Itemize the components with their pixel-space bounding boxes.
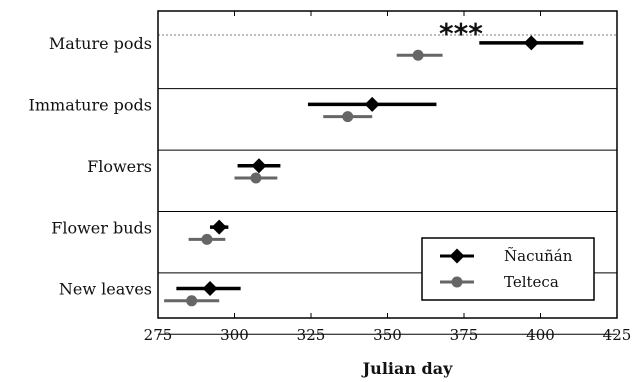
data-point — [364, 96, 380, 112]
data-point — [201, 233, 213, 245]
y-category-label: Mature pods — [49, 34, 152, 53]
y-category-label: Immature pods — [29, 95, 152, 114]
legend-marker — [451, 276, 463, 288]
data-point — [186, 295, 198, 307]
y-category-label: Flowers — [87, 157, 152, 176]
data-point — [342, 111, 354, 123]
annotations: *** — [439, 17, 483, 50]
data-point — [211, 219, 227, 235]
y-category-label: New leaves — [59, 280, 152, 299]
significance-annotation: *** — [439, 17, 483, 50]
x-tick-label: 425 — [603, 326, 632, 344]
x-tick-label: 325 — [297, 326, 326, 344]
x-tick-label: 300 — [220, 326, 249, 344]
legend-label: Telteca — [504, 273, 559, 291]
data-point — [251, 158, 267, 174]
legend-marker — [449, 248, 465, 264]
data-point — [250, 172, 262, 184]
data-point — [412, 49, 424, 61]
x-tick-label: 375 — [450, 326, 479, 344]
y-axis-categories: Mature pods Immature pods Flowers Flower bu… — [29, 34, 152, 299]
x-tick-label: 400 — [526, 326, 555, 344]
legend: Ñacuñán Telteca — [421, 237, 595, 301]
x-tick-label: 275 — [144, 326, 173, 344]
x-axis: 275 300 325 350 375 400 425 — [144, 11, 632, 344]
x-tick-label: 350 — [373, 326, 402, 344]
data-point — [202, 281, 218, 297]
data-series — [164, 35, 584, 307]
legend-box — [421, 237, 595, 301]
y-category-label: Flower buds — [51, 218, 152, 237]
legend-label: Ñacuñán — [504, 247, 573, 265]
data-point — [523, 35, 539, 51]
x-axis-title: Julian day — [361, 359, 453, 378]
